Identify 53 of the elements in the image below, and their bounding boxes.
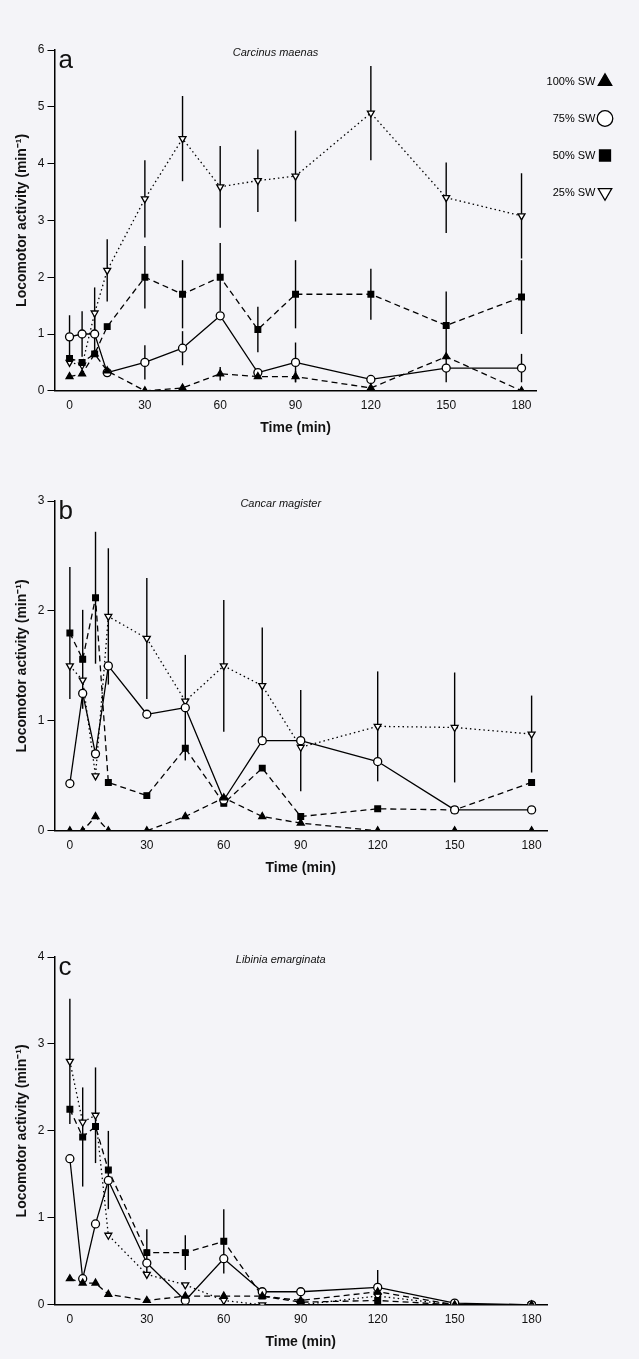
annotation: c (58, 951, 72, 982)
x-tick-label: 90 (294, 1312, 308, 1327)
x-tick-label: 150 (444, 1312, 465, 1327)
x-tick-label: 60 (217, 838, 231, 853)
legend-label: 100% SW (546, 74, 597, 87)
x-tick-label: 120 (367, 1312, 389, 1327)
y-tick-label: 1 (37, 713, 45, 728)
annotation: a (58, 44, 74, 75)
y-tick-label: 2 (37, 603, 45, 618)
x-tick-label: 180 (521, 838, 542, 853)
x-tick-label: 60 (217, 1312, 231, 1327)
x-tick-label: 180 (521, 1312, 542, 1327)
y-tick-label: 2 (37, 269, 45, 284)
x-tick-label: 120 (367, 838, 389, 853)
x-tick-label: 0 (66, 398, 74, 413)
legend-label: 50% SW (552, 148, 597, 161)
chart-title: Cancar magister (240, 496, 323, 509)
y-tick-label: 5 (37, 99, 45, 114)
y-tick-label: 2 (37, 1123, 45, 1138)
x-tick-label: 30 (138, 398, 152, 413)
y-tick-label: 0 (37, 823, 45, 838)
legend-label: 75% SW (552, 111, 597, 124)
y-tick-label: 3 (37, 212, 45, 227)
x-tick-label: 30 (140, 1312, 154, 1327)
x-tick-label: 150 (436, 398, 457, 413)
x-tick-label: 30 (140, 838, 154, 853)
x-axis-title: Time (min) (265, 1333, 336, 1350)
x-tick-label: 60 (213, 398, 228, 413)
y-axis-title: Locomotor activity (min⁻¹) (13, 579, 30, 753)
y-tick-label: 3 (37, 1036, 45, 1051)
y-tick-label: 1 (37, 326, 45, 341)
x-tick-label: 150 (444, 838, 465, 853)
x-tick-label: 0 (66, 1312, 74, 1327)
x-tick-label: 120 (360, 398, 382, 413)
y-tick-label: 0 (37, 1297, 45, 1312)
x-axis-title: Time (min) (265, 859, 336, 876)
x-tick-label: 90 (288, 398, 303, 413)
x-tick-label: 90 (294, 838, 308, 853)
y-axis-title: Locomotor activity (min⁻¹) (13, 1044, 30, 1218)
x-axis-title: Time (min) (260, 419, 331, 436)
y-tick-label: 1 (37, 1210, 45, 1225)
annotation: b (58, 495, 73, 526)
x-tick-label: 0 (66, 838, 74, 853)
x-tick-label: 180 (511, 398, 532, 413)
y-tick-label: 6 (37, 42, 45, 57)
chart-title: Carcinus maenas (232, 45, 319, 58)
legend-label: 25% SW (552, 185, 597, 198)
y-tick-label: 4 (37, 949, 45, 964)
y-tick-label: 3 (37, 493, 45, 508)
y-tick-label: 4 (37, 155, 45, 170)
chart-title: Libinia emarginata (235, 952, 326, 965)
y-axis-title: Locomotor activity (min⁻¹) (13, 133, 30, 307)
y-tick-label: 0 (37, 383, 45, 398)
